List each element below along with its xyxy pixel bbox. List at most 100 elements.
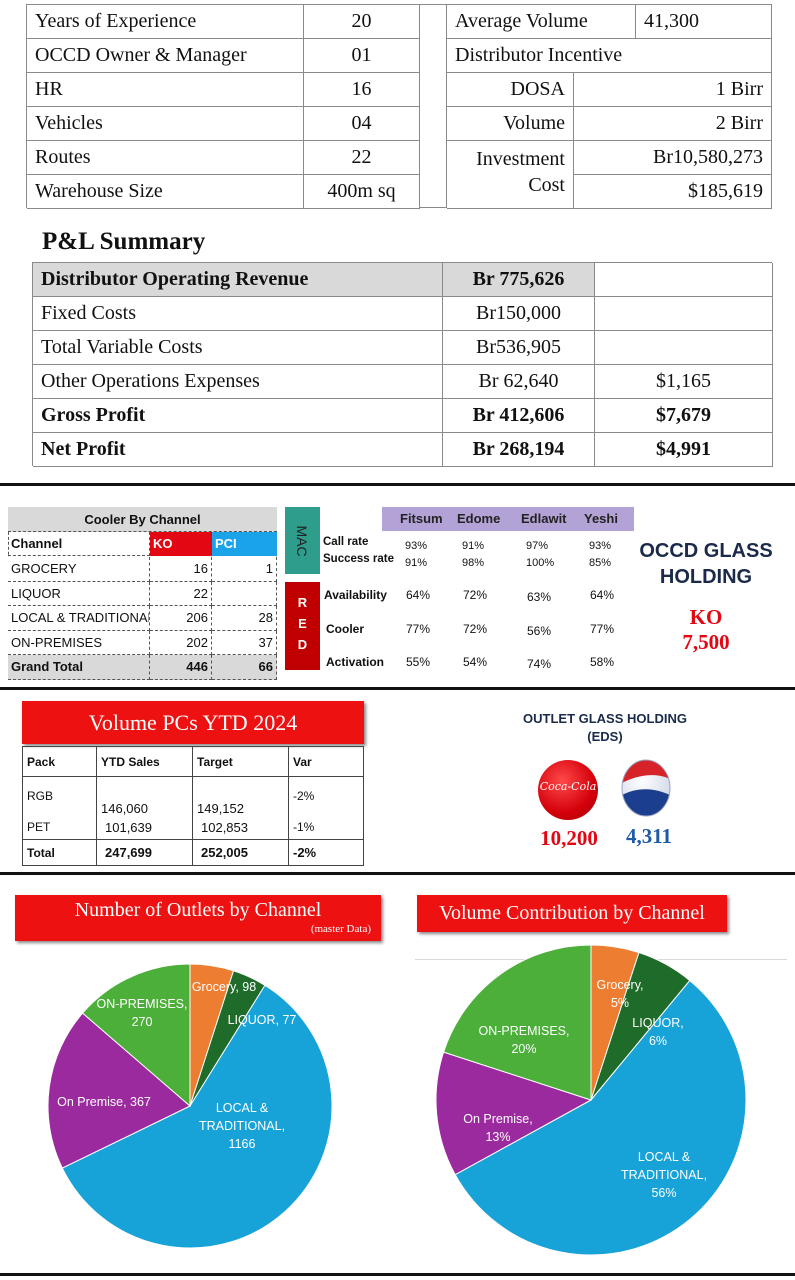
dosa-value: 1 Birr [574,73,772,107]
pl-row-usd: $1,165 [595,365,773,399]
red-value: 64% [406,588,431,602]
outlet-glass-title: OUTLET GLASS HOLDING (EDS) [480,710,730,746]
cooler-channel-cell: Grand Total [8,655,150,680]
investment-label-line1: Investment [476,148,565,170]
volume-header-row: Pack YTD Sales Target Var [22,746,364,777]
glass-ko-label: KO [689,605,723,629]
cooler-ko-cell: 16 [150,557,212,582]
pl-row-label: Other Operations Expenses [33,365,443,399]
cooler-header-ko: KO [150,532,212,556]
mac-value: 91% [462,540,485,552]
outlets-chart-title: Number of Outlets by Channel (master Dat… [15,895,381,941]
red-value: 74% [527,657,552,671]
pl-row-usd: $7,679 [595,399,773,433]
cooler-channel-cell: LIQUOR [8,581,150,606]
volume-cell: RGB [22,776,97,816]
red-label-letter: R [297,595,308,610]
mac-label: MAC [294,525,310,557]
section-divider [0,872,795,875]
pl-row-usd [595,297,773,331]
investment-label: Investment Cost [447,141,574,209]
mac-row-label: Call rate [323,536,369,548]
mac-row-label: Success rate [323,553,394,565]
glass-title-line2: HOLDING [659,566,753,588]
cooler-channel-cell: LOCAL & TRADITIONAL [8,606,150,631]
pie-data-label: ON-PREMISES, 270 [97,997,188,1029]
stat-value: 20 [304,5,420,39]
outlet-glass-title-line2: (EDS) [587,729,623,744]
avg-volume-value: 41,300 [636,5,772,39]
names-header-bg [382,507,634,531]
coke-value: 10,200 [540,826,598,850]
volume-total-row: Total 247,699 252,005 -2% [22,839,364,866]
cooler-ko-cell: 206 [150,606,212,631]
pie-data-label: Grocery, 98 [192,980,256,994]
red-value: 72% [463,622,488,636]
volume-cell: -1% [288,815,364,840]
cooler-pci-cell: 28 [212,606,277,631]
volume-title: Volume PCs YTD 2024 [22,701,364,744]
pl-row-label: Total Variable Costs [33,331,443,365]
dosa-label: DOSA [447,73,574,107]
mac-value: 98% [462,557,485,569]
investment-usd: $185,619 [574,175,772,209]
coca-cola-logo: Coca-Cola [538,760,598,820]
pie-data-label: LOCAL & TRADITIONAL, 56% [621,1150,707,1200]
red-row-label: Cooler [326,622,365,636]
red-value: 64% [590,588,615,602]
cooler-pci-cell: 66 [212,655,277,680]
cooler-pci-cell: 1 [212,557,277,582]
section-divider [0,483,795,486]
spacer-column [419,4,447,208]
rep-name-header: Edome [457,511,501,526]
pl-row-birr: Br 62,640 [443,365,595,399]
pie-slice-local-traditional [61,984,333,1249]
pl-row-label: Gross Profit [33,399,443,433]
outlets-chart-subtitle: (master Data) [310,923,371,935]
red-value: 56% [527,624,552,638]
mac-value: 91% [405,557,428,569]
cooler-channel-cell: ON-PREMISES [8,630,150,655]
volume-chart-title: Volume Contribution by Channel [417,895,727,932]
rep-name-header: Yeshi [584,511,618,526]
cooler-pci-cell [212,581,277,606]
outlets-pie-chart: Grocery, 98 LIQUOR, 77 LOCAL & TRADITIONAL,… [47,963,333,1249]
cooler-ko-cell: 446 [150,655,212,680]
stat-value: 01 [304,39,420,73]
stat-value: 400m sq [304,175,420,209]
rep-name-header: Edlawit [521,511,567,526]
pl-row-birr: Br 412,606 [443,399,595,433]
investment-label-line2: Cost [528,174,565,196]
cooler-ko-cell: 202 [150,630,212,655]
red-row-label: Availability [324,588,387,602]
volume-incentive-label: Volume [447,107,574,141]
stat-label: Vehicles [27,107,304,141]
pl-row-birr: Br536,905 [443,331,595,365]
avg-volume-label: Average Volume [447,5,636,39]
volume-pie-chart: Grocery, 5% LIQUOR, 6% LOCAL & TRADITIONAL, 56… [435,944,747,1256]
red-value: 72% [463,588,488,602]
cooler-header-pci: PCI [212,532,277,556]
red-value: 54% [463,655,488,669]
volume-row: RGB 146,060 149,152 -2% [22,776,364,816]
pl-row-label: Distributor Operating Revenue [33,263,443,297]
volume-cell: 149,152 [192,776,289,816]
volume-table: Pack YTD Sales Target Var RGB 146,060 14… [22,746,364,866]
mac-block: MAC [285,507,320,574]
glass-ko: KO 7,500 [632,605,780,655]
volume-cell: 102,853 [192,815,289,840]
mac-value: 85% [589,557,612,569]
stats-left-table: Years of Experience 20 OCCD Owner & Mana… [26,4,420,209]
glass-title: OCCD GLASS HOLDING [632,538,780,590]
glass-title-line1: OCCD GLASS [639,540,773,562]
section-divider [0,687,795,690]
cooler-ko-cell: 22 [150,581,212,606]
pl-row-label: Fixed Costs [33,297,443,331]
volume-cell: 146,060 [96,776,193,816]
coca-cola-logo-text: Coca-Cola [539,780,597,793]
volume-header: Var [288,746,364,777]
glass-ko-value: 7,500 [682,630,730,654]
red-value: 77% [406,622,431,636]
investment-birr: Br10,580,273 [574,141,772,175]
